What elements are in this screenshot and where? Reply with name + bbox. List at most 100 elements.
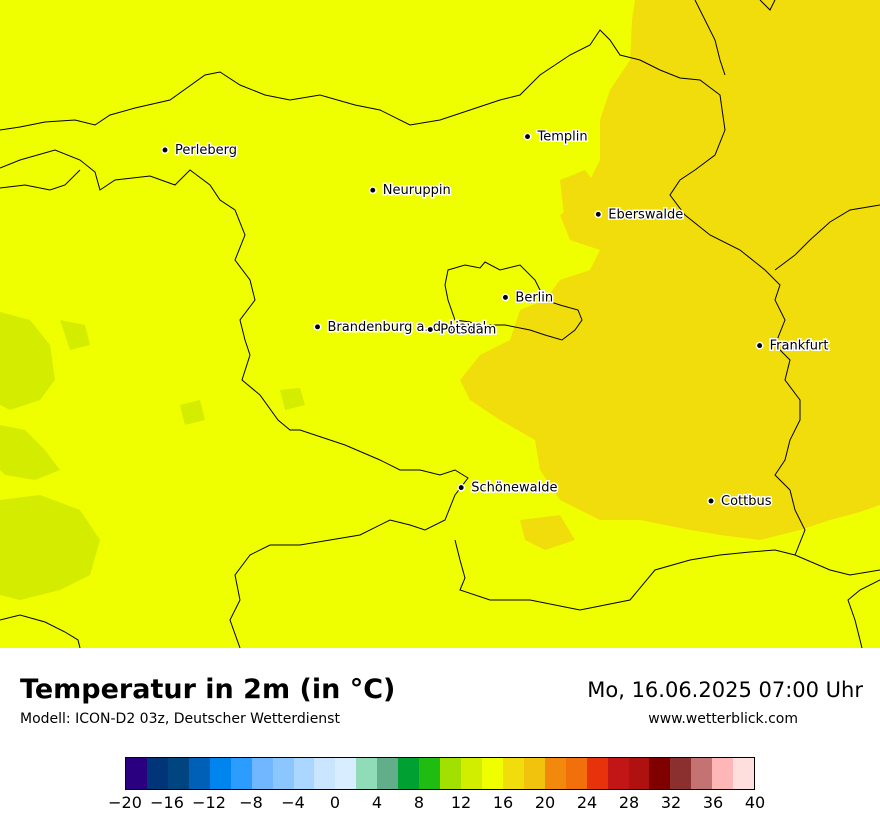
city-label: Templin: [537, 130, 588, 145]
colorbar-tick-label: −8: [239, 793, 263, 812]
temperature-field-cool-patch: [280, 388, 305, 410]
temperature-field-warm-patch: [520, 515, 575, 550]
colorbar-segment: [419, 758, 441, 789]
city-marker: Brandenburg a. d. Havel: [313, 318, 488, 336]
colorbar-segment: [335, 758, 357, 789]
colorbar-segment: [188, 758, 210, 789]
city-markers: Perleberg Templin Neuruppin Eberswalde Berli…: [161, 128, 830, 511]
colorbar-segment: [440, 758, 461, 789]
city-dot: [501, 293, 510, 302]
colorbar-segment: [146, 758, 168, 789]
colorbar-tick-label: −16: [150, 793, 184, 812]
state-borders: [0, 0, 880, 648]
temperature-field-cool-patch: [180, 400, 205, 425]
temperature-field-cool-patch: [0, 425, 60, 480]
colorbar-segment: [167, 758, 189, 789]
colorbar-segment: [230, 758, 252, 789]
city-label: Potsdam: [440, 323, 496, 338]
colorbar-tick-label: 16: [492, 793, 514, 812]
temperature-field-cool-patch: [0, 312, 55, 410]
city-marker: Neuruppin: [368, 182, 452, 200]
colorbar-segment: [733, 758, 755, 789]
colorbar-tick-label: 20: [534, 793, 556, 812]
brandenburg-southwest-border: [0, 149, 469, 648]
city-marker: Schönewalde: [457, 479, 559, 497]
colorbar-tick-label: −4: [281, 793, 305, 812]
colorbar-tick-label: 8: [413, 793, 425, 812]
city-dot: [313, 322, 322, 331]
colorbar-segment: [272, 758, 294, 789]
colorbar-segment: [293, 758, 315, 789]
colorbar-segment: [398, 758, 420, 789]
city-dot: [523, 132, 532, 141]
colorbar-ticks: −20 −16 −12 −8 −4 0 4 8 12 16 20 24 28 32 36 40: [0, 793, 880, 823]
colorbar-segment: [209, 758, 231, 789]
colorbar-segment: [251, 758, 273, 789]
city-label: Schönewalde: [471, 481, 557, 496]
city-marker: Eberswalde: [594, 206, 685, 224]
colorbar-tick-label: 4: [371, 793, 383, 812]
city-dot: [426, 325, 435, 334]
colorbar-tick-label: −20: [108, 793, 142, 812]
colorbar-segment: [607, 758, 629, 789]
city-marker: Perleberg: [161, 142, 238, 160]
colorbar-tick-label: 24: [576, 793, 598, 812]
colorbar-segment: [670, 758, 692, 789]
temperature-field-warm-patch: [560, 170, 600, 225]
berlin-border: [444, 261, 583, 341]
colorbar-tick-label: 12: [450, 793, 472, 812]
colorbar-segment: [356, 758, 378, 789]
city-marker: Templin: [523, 128, 589, 146]
city-marker: Cottbus: [707, 493, 773, 511]
city-dot: [161, 146, 169, 154]
colorbar-segment: [544, 758, 566, 789]
southwest-border-segment: [0, 614, 81, 648]
city-dot: [457, 483, 466, 492]
temperature-field-cool-patch: [60, 320, 90, 350]
colorbar-segment: [628, 758, 650, 789]
colorbar-segment: [523, 758, 545, 789]
brandenburg-south-border: [454, 539, 880, 611]
city-label: Berlin: [515, 290, 553, 305]
colorbar-segment: [481, 758, 503, 789]
southeast-border-segment: [847, 579, 880, 648]
colorbar-segment: [565, 758, 587, 789]
city-label: Brandenburg a. d. Havel: [328, 320, 487, 335]
city-dot: [707, 497, 715, 505]
city-label: Cottbus: [721, 494, 772, 509]
city-label: Neuruppin: [383, 183, 451, 198]
colorbar-segment: [691, 758, 713, 789]
brandenburg-border: [0, 29, 806, 556]
website-label: www.wetterblick.com: [648, 711, 798, 727]
colorbar-segment: [712, 758, 734, 789]
footer: [0, 648, 880, 830]
colorbar-tick-label: 0: [329, 793, 341, 812]
east-border-segment: [774, 204, 880, 271]
city-marker: Potsdam: [426, 321, 498, 339]
city-label: Perleberg: [175, 143, 237, 158]
city-label: Eberswalde: [608, 207, 683, 222]
colorbar-tick-label: 32: [660, 793, 682, 812]
northeast-top-segment: [759, 0, 776, 11]
city-marker: Frankfurt: [755, 337, 830, 355]
temperature-colorbar: [125, 757, 755, 790]
colorbar-segment: [649, 758, 671, 789]
city-dot: [594, 210, 603, 219]
colorbar-tick-label: 36: [702, 793, 724, 812]
colorbar-segment: [586, 758, 608, 789]
colorbar-segment: [314, 758, 336, 789]
colorbar-tick-label: −12: [192, 793, 226, 812]
city-marker: Berlin: [501, 289, 555, 307]
colorbar-segment: [502, 758, 524, 789]
colorbar-tick-label: 40: [744, 793, 766, 812]
temperature-field-warm-region: [460, 0, 880, 540]
west-border-segment: [0, 169, 81, 191]
map-svg: Perleberg Templin Neuruppin Eberswalde Berli…: [0, 0, 880, 648]
colorbar-segment: [126, 758, 147, 789]
northeast-border-segment: [694, 0, 726, 76]
city-dot: [368, 186, 377, 195]
colorbar-segment: [377, 758, 399, 789]
temperature-map: Perleberg Templin Neuruppin Eberswalde Berli…: [0, 0, 880, 648]
map-title: Temperatur in 2m (in °C): [20, 674, 396, 705]
city-label: Frankfurt: [770, 339, 829, 354]
